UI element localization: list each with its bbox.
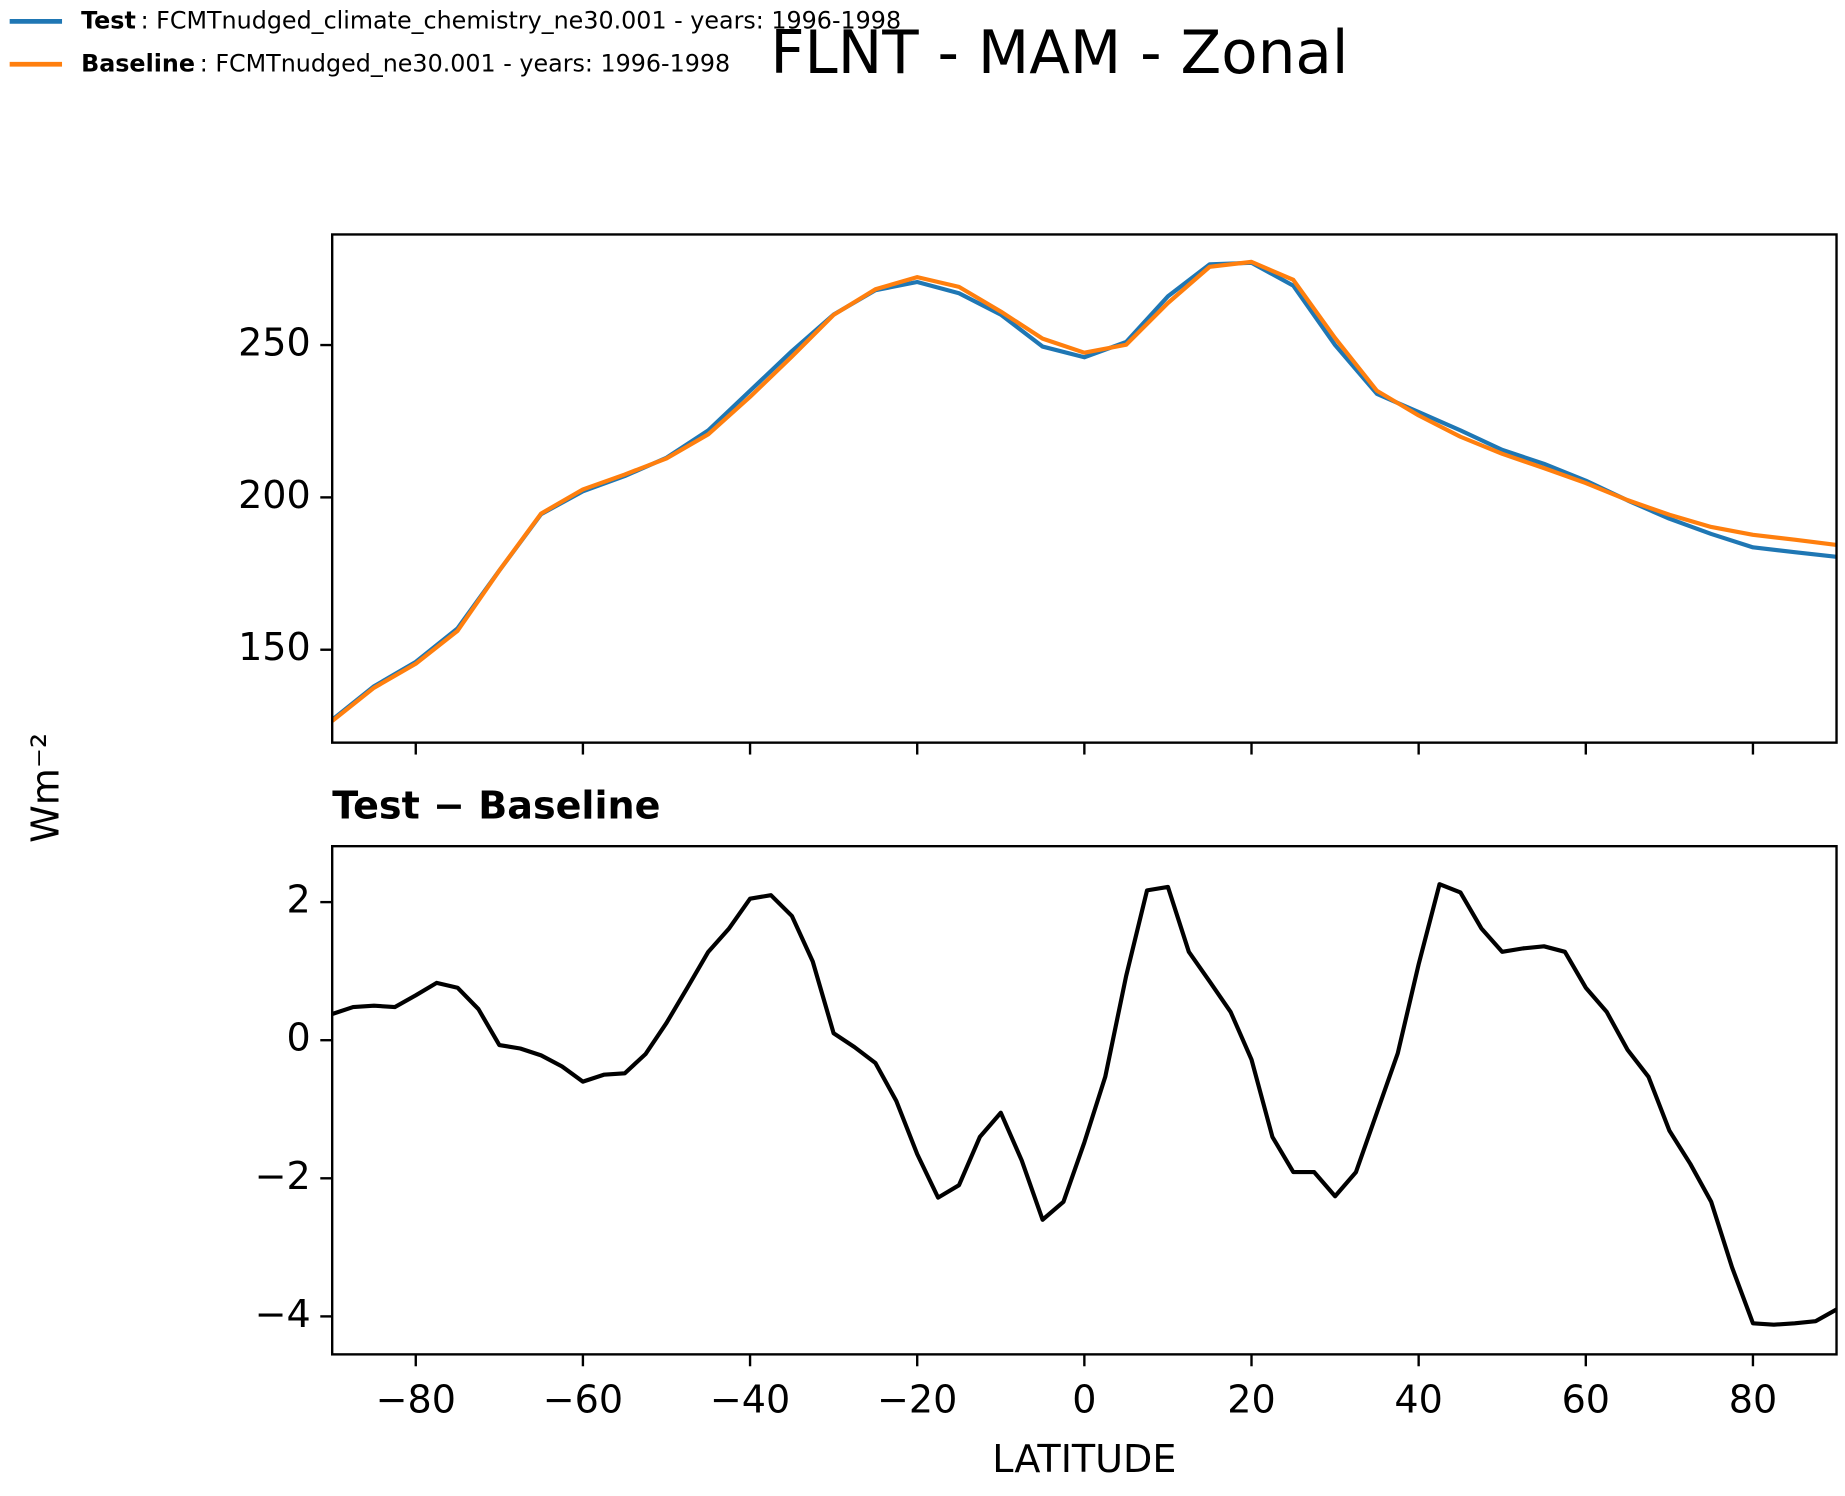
axes-frame — [331, 233, 1838, 744]
y-tick-label: −2 — [255, 1154, 311, 1198]
x-tick-label: 80 — [1729, 1377, 1777, 1421]
x-tick-label: −20 — [877, 1377, 957, 1421]
y-tick-label: 2 — [287, 878, 311, 922]
data-line — [332, 882, 1837, 1327]
x-tick-label: −40 — [710, 1377, 790, 1421]
figure-title: FLNT - MAM - Zonal — [770, 19, 1348, 88]
y-tick-label: 250 — [238, 321, 311, 365]
y-tick-label: −4 — [255, 1292, 311, 1336]
y-tick-label: 200 — [238, 473, 311, 517]
x-tick-label: −60 — [543, 1377, 623, 1421]
x-tick-label: −80 — [376, 1377, 456, 1421]
y-tick-label: 0 — [287, 1016, 311, 1060]
x-tick-label: 40 — [1394, 1377, 1442, 1421]
legend-entry: Test: FCMTnudged_climate_chemistry_ne30.… — [81, 6, 901, 34]
legend-entry: Baseline: FCMTnudged_ne30.001 - years: 1… — [81, 49, 730, 77]
panel-title: Test − Baseline — [332, 784, 660, 828]
x-axis-label: LATITUDE — [992, 1437, 1176, 1481]
legend-label: : FCMTnudged_climate_chemistry_ne30.001 … — [141, 6, 902, 34]
x-tick-label: 20 — [1227, 1377, 1275, 1421]
legend-name: Test — [81, 6, 136, 34]
x-tick-label: 60 — [1562, 1377, 1610, 1421]
series-line — [332, 259, 1837, 723]
legend-label: : FCMTnudged_ne30.001 - years: 1996-1998 — [200, 49, 730, 77]
y-tick-label: 150 — [238, 625, 311, 669]
axes-frame — [331, 844, 1838, 1356]
x-tick-label: 0 — [1072, 1377, 1096, 1421]
y-axis-label: Wm⁻² — [23, 733, 67, 843]
legend-name: Baseline — [81, 49, 195, 77]
